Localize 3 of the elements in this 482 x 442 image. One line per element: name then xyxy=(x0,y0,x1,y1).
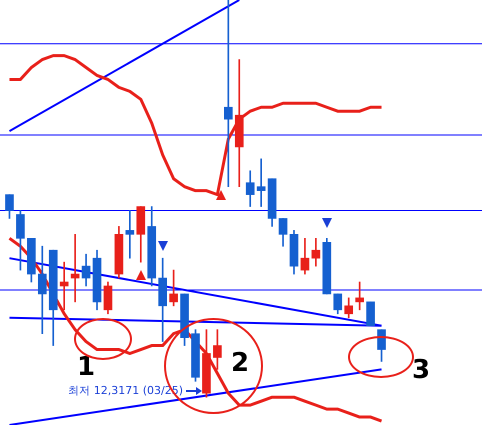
annotation: 1 xyxy=(76,352,96,382)
annotation: 2 xyxy=(230,348,250,378)
text: 3 xyxy=(412,354,430,385)
